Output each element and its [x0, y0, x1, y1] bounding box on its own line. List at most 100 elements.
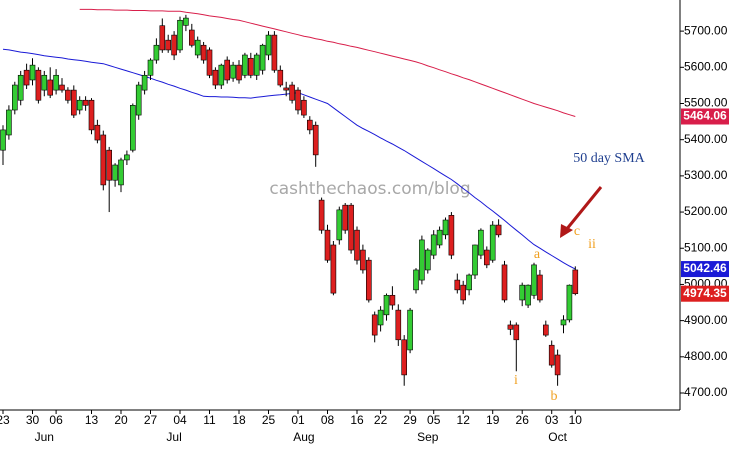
- month-label: Sep: [417, 430, 439, 444]
- candle-body: [501, 264, 508, 301]
- price-box: [681, 261, 729, 278]
- arrow-head: [560, 224, 573, 238]
- candle-body: [525, 284, 531, 306]
- candle-body: [130, 105, 136, 151]
- candle-body: [542, 324, 549, 336]
- candle-body: [318, 199, 325, 231]
- candle-body: [47, 79, 54, 96]
- candle-body: [12, 84, 18, 111]
- candle-body: [483, 249, 490, 266]
- candle-body: [23, 69, 30, 86]
- candle-body: [430, 234, 437, 256]
- candle-body: [312, 124, 319, 156]
- candle-body: [236, 64, 242, 81]
- price-box: [681, 108, 729, 125]
- candle-body: [466, 274, 472, 291]
- candle-body: [265, 34, 272, 56]
- candle-body: [554, 354, 561, 376]
- moving-average-line: [2, 48, 576, 270]
- candle-body: [100, 134, 107, 186]
- y-tick-label: 5400.00: [684, 132, 728, 146]
- y-tick-label: 5800.00: [684, 0, 728, 1]
- candle-body: [301, 99, 307, 116]
- x-tick-label: 30: [26, 413, 40, 427]
- candle-body: [230, 64, 236, 79]
- candle-body: [419, 239, 425, 281]
- candle-body: [348, 204, 354, 251]
- month-label: Jun: [35, 430, 54, 444]
- y-tick-label: 5300.00: [684, 168, 728, 182]
- sma-label: 50 day SMA: [573, 151, 645, 166]
- x-tick-label: 12: [457, 413, 471, 427]
- month-label: Jul: [166, 430, 181, 444]
- candle-body: [194, 39, 201, 56]
- candle-body: [448, 215, 455, 256]
- y-tick-label: 4800.00: [684, 349, 728, 363]
- candle-body: [513, 324, 520, 341]
- candle-body: [41, 74, 48, 91]
- candle-body: [189, 29, 195, 46]
- candle-body: [147, 59, 154, 76]
- x-tick-label: 04: [173, 413, 187, 427]
- candle-body: [342, 204, 349, 231]
- y-tick-label: 4900.00: [684, 313, 728, 327]
- candle-body: [295, 89, 301, 111]
- x-tick-label: 29: [403, 413, 417, 427]
- candle-body: [566, 284, 573, 321]
- candle-body: [59, 84, 65, 91]
- y-tick-label: 5500.00: [684, 96, 728, 110]
- x-tick-label: 05: [427, 413, 441, 427]
- candle-body: [53, 74, 59, 91]
- x-tick-label: 23: [0, 413, 10, 427]
- candle-body: [371, 314, 378, 336]
- candle-body: [407, 309, 413, 351]
- candle-body: [507, 324, 514, 330]
- candle-body: [472, 244, 478, 276]
- candle-body: [454, 279, 461, 291]
- candle-body: [118, 159, 124, 186]
- candle-body: [206, 49, 213, 76]
- wave-label: a: [534, 247, 541, 262]
- candle-body: [141, 74, 148, 91]
- candle-body: [153, 44, 160, 61]
- x-tick-label: 22: [374, 413, 388, 427]
- x-tick-label: 25: [262, 413, 276, 427]
- candle-body: [171, 34, 177, 56]
- candle-body: [336, 209, 343, 241]
- wave-label: ii: [588, 237, 596, 252]
- y-tick-label: 5600.00: [684, 59, 728, 73]
- candle-body: [560, 319, 567, 326]
- y-tick-label: 5700.00: [684, 23, 728, 37]
- candle-body: [489, 224, 496, 261]
- candle-body: [106, 149, 112, 181]
- candle-body: [259, 44, 266, 71]
- wave-label: c: [574, 224, 580, 239]
- y-tick-label: 5200.00: [684, 204, 728, 218]
- moving-average-line: [79, 8, 576, 117]
- price-box-label: 5042.46: [683, 261, 727, 275]
- candle-body: [135, 84, 142, 116]
- price-box-label: 5464.06: [683, 109, 727, 123]
- candle-body: [436, 229, 443, 246]
- candle-body: [531, 264, 537, 296]
- candle-body: [218, 64, 225, 86]
- x-tick-label: 16: [350, 413, 364, 427]
- x-tick-label: 13: [85, 413, 99, 427]
- month-label: Oct: [548, 430, 567, 444]
- candle-body: [271, 34, 278, 71]
- x-tick-label: 20: [114, 413, 128, 427]
- wave-label: i: [514, 373, 518, 388]
- candle-body: [413, 269, 419, 291]
- candle-body: [0, 129, 6, 151]
- candle-body: [519, 284, 526, 301]
- candle-body: [330, 244, 337, 294]
- candle-body: [94, 124, 101, 141]
- x-tick-label: 11: [203, 413, 216, 427]
- candle-body: [159, 25, 166, 51]
- candle-body: [35, 69, 42, 101]
- candle-body: [548, 344, 555, 366]
- candle-body: [401, 339, 408, 376]
- x-tick-label: 26: [516, 413, 530, 427]
